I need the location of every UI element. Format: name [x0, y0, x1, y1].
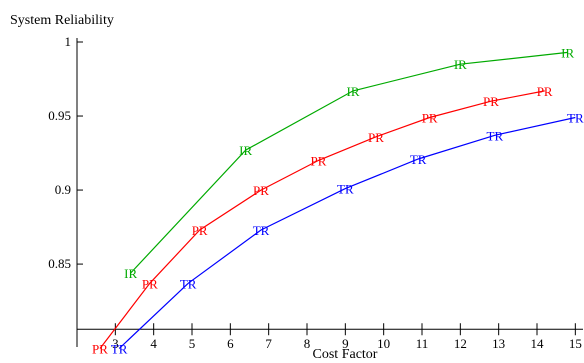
x-tick-label: 10 [377, 336, 390, 351]
series-lines [99, 51, 576, 349]
point-marker-ir: IR [347, 84, 360, 99]
y-tick-label: 0.95 [48, 108, 71, 123]
x-tick-label: 6 [227, 336, 234, 351]
point-marker-pr: PR [422, 111, 438, 126]
point-marker-pr: PR [483, 94, 499, 109]
x-tick-label: 13 [492, 336, 505, 351]
series-line-pr [99, 90, 545, 349]
series-line-tr [118, 116, 576, 349]
point-marker-ir: IR [561, 45, 574, 60]
series-markers: IRIRIRIRIRPRPRPRPRPRPRPRPRPRTRTRTRTRTRTR… [92, 45, 584, 356]
x-tick-label: 15 [569, 336, 582, 351]
point-marker-tr: TR [567, 111, 584, 126]
point-marker-pr: PR [192, 223, 208, 238]
x-axis-title: Cost Factor [313, 347, 378, 362]
y-tick-label: 1 [65, 34, 72, 49]
point-marker-pr: PR [142, 276, 158, 291]
x-tick-label: 11 [416, 336, 429, 351]
point-marker-ir: IR [124, 266, 137, 281]
x-tick-label: 9 [342, 336, 349, 351]
x-tick-label: 14 [531, 336, 545, 351]
point-marker-pr: PR [311, 153, 327, 168]
x-tick-label: 4 [150, 336, 157, 351]
point-marker-pr: PR [92, 341, 108, 356]
point-marker-pr: PR [537, 84, 553, 99]
x-tick-label: 5 [189, 336, 196, 351]
x-tick-label: 12 [454, 336, 467, 351]
point-marker-tr: TR [180, 276, 197, 291]
x-tick-label: 7 [265, 336, 272, 351]
point-marker-pr: PR [368, 130, 384, 145]
point-marker-tr: TR [487, 128, 504, 143]
point-marker-pr: PR [253, 183, 269, 198]
series-line-ir [130, 51, 568, 274]
y-tick-label: 0.9 [55, 182, 71, 197]
x-tick-label: 3 [112, 336, 119, 351]
point-marker-ir: IR [454, 57, 467, 72]
point-marker-tr: TR [253, 223, 270, 238]
x-tick-label: 8 [304, 336, 311, 351]
point-marker-tr: TR [410, 152, 427, 167]
point-marker-tr: TR [111, 341, 128, 356]
y-axis-title: System Reliability [10, 13, 114, 28]
point-marker-tr: TR [337, 182, 354, 197]
y-tick-label: 0.85 [48, 256, 71, 271]
point-marker-ir: IR [239, 143, 252, 158]
